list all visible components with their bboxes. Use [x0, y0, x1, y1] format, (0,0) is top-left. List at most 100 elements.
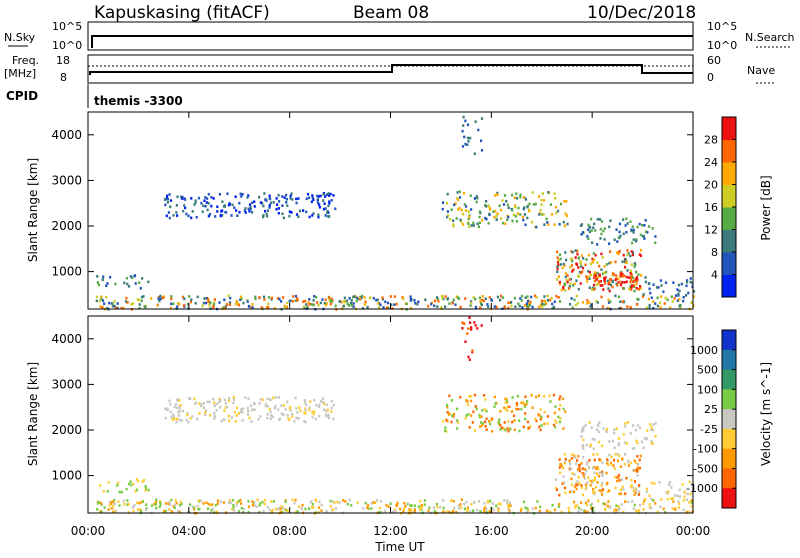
power-scatter-cell [476, 222, 479, 226]
vel-scatter-cell [374, 501, 377, 504]
power-scatter-cell [478, 215, 481, 219]
vel-scatter-cell [619, 488, 622, 492]
power-scatter-cell [587, 237, 590, 240]
power-scatter-cell [555, 211, 558, 215]
power-scatter-cell [106, 282, 109, 285]
power-scatter-cell [140, 295, 144, 299]
vel-scatter-cell [674, 508, 677, 511]
vel-scatter-cell [581, 493, 584, 497]
vel-scatter-cell [472, 410, 475, 414]
power-scatter-cell [210, 196, 213, 199]
power-scatter-cell [527, 305, 530, 308]
vel-scatter-cell [312, 412, 315, 416]
power-scatter-cell [670, 295, 673, 299]
vel-scatter-cell [168, 508, 171, 511]
vel-scatter-cell [546, 422, 549, 425]
nave-tick-low: 0 [707, 71, 714, 84]
power-scatter-cell [294, 299, 297, 302]
vel-scatter-cell [687, 510, 690, 514]
power-scatter-cell [522, 196, 525, 199]
vel-scatter-cell [250, 420, 253, 423]
power-scatter-cell [308, 215, 311, 219]
power-scatter-cell [310, 200, 313, 204]
power-scatter-cell [603, 227, 606, 230]
vel-scatter-cell [574, 456, 577, 459]
vel-scatter-cell [164, 502, 168, 505]
vel-scatter-cell [227, 399, 231, 402]
power-scatter-cell [225, 211, 228, 214]
power-scatter-cell [329, 302, 332, 306]
power-scatter-cell [574, 256, 577, 259]
vel-scatter-cell [250, 408, 253, 412]
power-scatter-cell [464, 142, 467, 146]
vel-scatter-cell [338, 501, 341, 504]
power-scatter-cell [267, 305, 270, 309]
vel-scatter-cell [295, 407, 298, 410]
vel-scatter-cell [444, 429, 447, 432]
power-scatter-cell [586, 235, 589, 238]
vel-scatter-cell [559, 471, 562, 475]
date-title: 10/Dec/2018 [587, 3, 696, 23]
vel-scatter-cell [652, 423, 655, 426]
power-scatter-cell [581, 266, 585, 270]
power-scatter-cell [132, 302, 135, 305]
vel-scatter-cell [583, 477, 586, 480]
vel-scatter-cell [300, 507, 304, 511]
power-cbar-swatch [722, 162, 736, 185]
power-scatter-cell [459, 218, 462, 222]
power-scatter-cell [556, 265, 559, 268]
vel-scatter-cell [645, 437, 648, 441]
power-scatter-cell [455, 295, 458, 298]
vel-scatter-cell [497, 509, 500, 513]
power-scatter-cell [234, 195, 237, 198]
cpid-value: themis -3300 [94, 94, 183, 108]
power-scatter-cell [538, 213, 541, 216]
power-scatter-cell [454, 202, 457, 205]
vel-scatter-cell [447, 413, 450, 416]
power-scatter-cell [591, 286, 594, 290]
power-scatter-cell [316, 194, 319, 198]
vel-scatter-cell [213, 404, 216, 407]
vel-scatter-cell [251, 504, 254, 507]
power-scatter-cell [470, 224, 473, 227]
vel-scatter-cell [311, 416, 314, 419]
power-scatter-cell [305, 197, 308, 201]
vel-scatter-cell [580, 484, 583, 487]
vel-scatter-cell [333, 501, 336, 504]
power-scatter-cell [296, 297, 299, 300]
vel-scatter-cell [170, 510, 173, 513]
vel-scatter-cell [272, 396, 275, 400]
power-scatter-cell [114, 282, 117, 286]
vel-scatter-cell [515, 407, 518, 411]
vel-scatter-cell [509, 501, 512, 505]
power-scatter-cell [285, 201, 288, 204]
vel-scatter-cell [213, 415, 217, 418]
power-scatter-cell [102, 275, 105, 279]
vel-scatter-cell [624, 500, 627, 503]
power-scatter-cell [194, 301, 197, 305]
power-scatter-cell [95, 299, 98, 303]
vel-scatter-cell [150, 504, 154, 507]
vel-scatter-cell [173, 506, 176, 510]
power-scatter-cell [488, 296, 491, 299]
vel-scatter-cell [597, 467, 600, 470]
vel-scatter-cell [608, 506, 611, 509]
power-scatter-cell [677, 283, 680, 287]
power-scatter-cell [569, 265, 572, 269]
power-ytick-label: 3000 [51, 173, 82, 187]
velocity-colorbar-label: Velocity [m s^-1] [759, 362, 773, 466]
power-scatter-cell [461, 223, 465, 226]
vel-scatter-cell [598, 489, 601, 492]
vel-scatter-cell [590, 426, 593, 429]
vel-scatter-cell [518, 419, 521, 422]
power-scatter-cell [138, 307, 141, 310]
power-scatter-cell [500, 217, 503, 220]
power-scatter-cell [556, 256, 559, 259]
power-scatter-cell [531, 305, 534, 309]
xtick-label: 00:00 [71, 524, 106, 538]
power-scatter-cell [467, 210, 470, 213]
vel-scatter-cell [489, 499, 492, 503]
vel-scatter-cell [188, 503, 192, 506]
vel-scatter-cell [563, 460, 567, 463]
power-scatter-cell [437, 300, 440, 303]
